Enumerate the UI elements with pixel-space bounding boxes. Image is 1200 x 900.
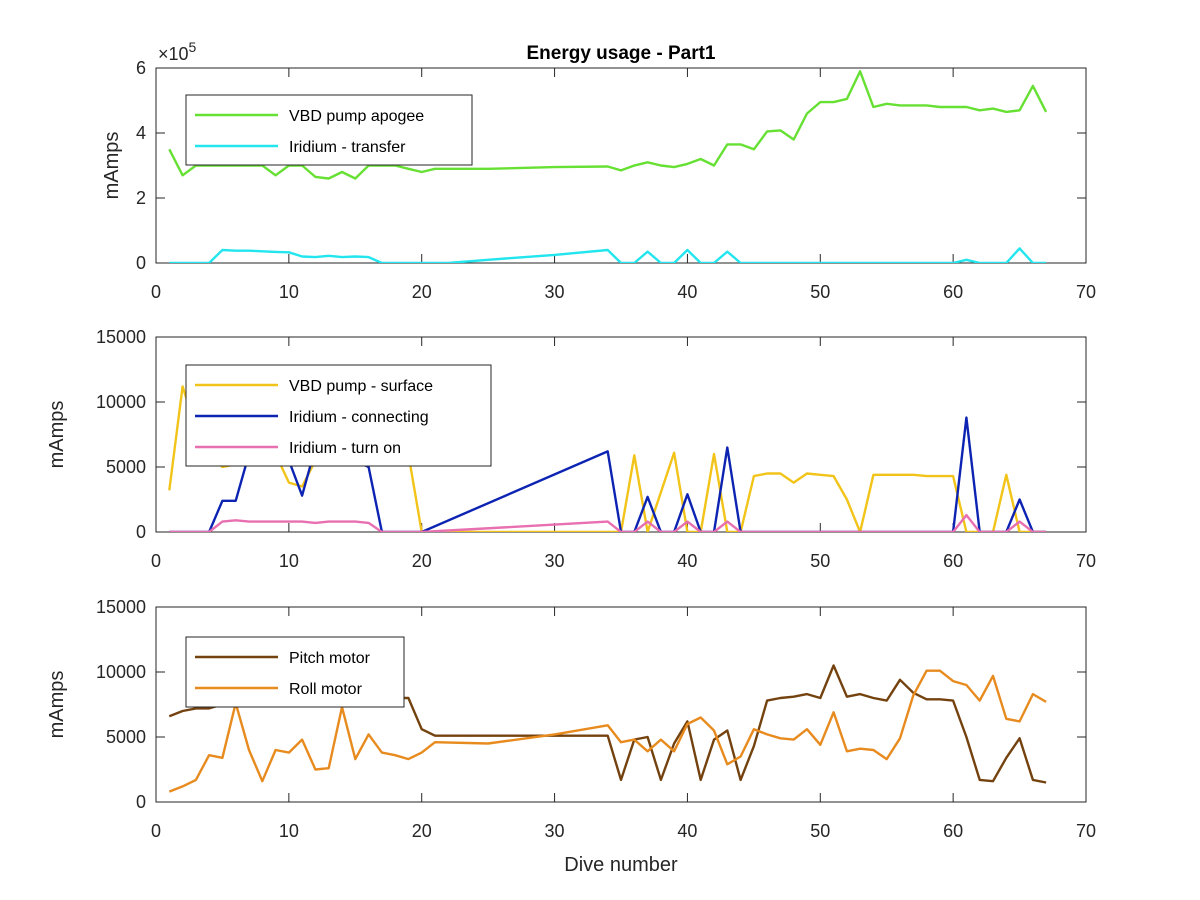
legend-label-vbd-pump-apogee: VBD pump apogee [289, 108, 424, 125]
y-exponent-base: ×10 [158, 44, 189, 64]
x-tick-label: 40 [677, 551, 697, 571]
chart-panel-top: 0 10 20 30 40 50 60 70 0 2 4 6 mAmps Energy usage - P… [101, 39, 1096, 302]
x-tick-label: 10 [279, 821, 299, 841]
y-tick-label: 15000 [96, 597, 146, 617]
x-tick-label: 50 [810, 551, 830, 571]
y-tick-label: 6 [136, 58, 146, 78]
legend-label-roll-motor: Roll motor [289, 681, 363, 698]
series-line-roll-motor [168, 669, 1047, 793]
x-tick-label: 40 [677, 821, 697, 841]
series-line-iridium-transfer [169, 247, 1047, 263]
legend-label-iridium-turn-on: Iridium - turn on [289, 440, 401, 457]
chart-panel-bottom: 0 10 20 30 40 50 60 70 0 5000 10000 15000 mAmps Dive … [46, 597, 1096, 876]
x-tick-label: 50 [810, 821, 830, 841]
y-tick-label: 0 [136, 522, 146, 542]
legend: VBD pump - surface Iridium - connecting Ir… [185, 364, 492, 467]
y-tick-label: 4 [136, 123, 146, 143]
x-tick-label: 40 [677, 282, 697, 302]
legend-label-vbd-pump-surface: VBD pump - surface [289, 378, 433, 395]
x-tick-label: 20 [412, 821, 432, 841]
y-axis-label: mAmps [46, 671, 68, 739]
series-line-vbd-pump-surface [168, 385, 1047, 532]
x-tick-label: 30 [545, 282, 565, 302]
legend-label-iridium-transfer: Iridium - transfer [289, 139, 406, 156]
x-tick-label: 20 [412, 282, 432, 302]
y-exponent-power: 5 [189, 39, 197, 55]
y-tick-label: 15000 [96, 327, 146, 347]
y-tick-label: 0 [136, 253, 146, 273]
legend-box [185, 636, 405, 708]
chart-panel-middle: 0 10 20 30 40 50 60 70 0 5000 10000 15000 mAmps VBD p… [46, 327, 1096, 571]
y-exponent-label: ×105 [158, 39, 197, 64]
x-tick-label: 60 [943, 551, 963, 571]
legend: Pitch motor Roll motor [185, 636, 405, 708]
series-line-iridium-turn-on [169, 513, 1047, 532]
y-tick-label: 0 [136, 792, 146, 812]
x-tick-label: 0 [151, 282, 161, 302]
y-axis-label: mAmps [46, 401, 68, 469]
x-tick-label: 70 [1076, 821, 1096, 841]
legend-box [185, 94, 473, 166]
y-tick-label: 10000 [96, 662, 146, 682]
y-tick-label: 10000 [96, 392, 146, 412]
legend-label-pitch-motor: Pitch motor [289, 650, 371, 667]
x-tick-label: 10 [279, 551, 299, 571]
y-axis-label: mAmps [101, 132, 123, 200]
x-tick-label: 20 [412, 551, 432, 571]
x-tick-label: 70 [1076, 551, 1096, 571]
y-tick-label: 5000 [106, 727, 146, 747]
y-tick-label: 5000 [106, 457, 146, 477]
x-axis-label: Dive number [564, 854, 678, 876]
x-tick-label: 10 [279, 282, 299, 302]
x-tick-label: 70 [1076, 282, 1096, 302]
x-tick-label: 50 [810, 282, 830, 302]
x-tick-label: 60 [943, 282, 963, 302]
x-tick-label: 30 [545, 551, 565, 571]
chart-title: Energy usage - Part1 [526, 43, 715, 64]
y-tick-label: 2 [136, 188, 146, 208]
x-tick-label: 60 [943, 821, 963, 841]
x-tick-label: 0 [151, 551, 161, 571]
legend-label-iridium-connecting: Iridium - connecting [289, 409, 429, 426]
x-tick-label: 0 [151, 821, 161, 841]
legend: VBD pump apogee Iridium - transfer [185, 94, 473, 166]
x-tick-label: 30 [545, 821, 565, 841]
